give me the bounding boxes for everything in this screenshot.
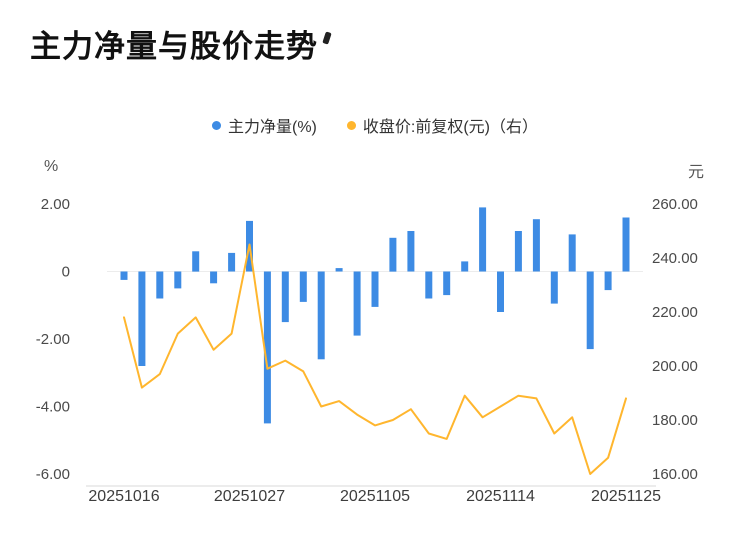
left-axis-tick: -4.00	[36, 399, 70, 416]
main-net-volume-bar[interactable]	[389, 237, 397, 272]
main-net-volume-bar[interactable]	[174, 271, 182, 289]
main-net-volume-bar[interactable]	[586, 271, 594, 350]
main-net-volume-bar[interactable]	[299, 271, 307, 303]
left-axis-tick: -6.00	[36, 466, 70, 483]
chart-plot[interactable]: 2.00 0 -2.00 -4.00 -6.00 260.00 240.00 220.00 20…	[0, 149, 750, 549]
main-net-volume-bar[interactable]	[461, 261, 469, 272]
main-net-volume-bar[interactable]	[604, 271, 612, 291]
right-axis-unit: 元	[687, 164, 704, 181]
right-axis-tick: 160.00	[652, 466, 698, 483]
left-axis-unit: %	[44, 158, 59, 175]
right-axis-tick: 180.00	[652, 412, 698, 429]
main-net-volume-bar[interactable]	[120, 271, 128, 281]
right-axis-tick: 200.00	[652, 358, 698, 375]
main-net-volume-bar[interactable]	[353, 271, 361, 336]
main-net-volume-bar[interactable]	[371, 271, 379, 308]
main-net-volume-bar[interactable]	[138, 271, 146, 367]
main-net-volume-bar[interactable]	[281, 271, 289, 323]
main-net-volume-bar[interactable]	[192, 251, 200, 272]
main-net-volume-bar[interactable]	[156, 271, 164, 299]
main-net-volume-bar[interactable]	[497, 271, 504, 313]
left-axis-tick: -2.00	[36, 331, 70, 348]
right-axis-tick: 220.00	[652, 304, 698, 321]
main-net-volume-bar[interactable]	[228, 253, 236, 272]
legend-dot-yellow-icon	[346, 120, 356, 130]
main-net-volume-bar[interactable]	[263, 271, 271, 424]
close-price-line	[123, 243, 627, 476]
x-axis-tick: 20251016	[88, 488, 159, 505]
left-axis-tick: 2.00	[41, 196, 70, 213]
x-axis-tick: 20251114	[466, 488, 535, 505]
main-net-volume-bar[interactable]	[443, 271, 451, 296]
legend-item-main-net-volume[interactable]: 主力净量(%)	[212, 113, 317, 137]
page-title: 主力净量与股价走势	[30, 29, 318, 64]
main-net-volume-bar[interactable]	[568, 234, 576, 272]
left-axis-tick: 0	[62, 264, 70, 281]
main-net-volume-bar[interactable]	[425, 271, 433, 299]
title-marker-icon	[322, 31, 332, 45]
right-axis-tick: 260.00	[652, 196, 698, 213]
main-net-volume-bar[interactable]	[514, 231, 522, 272]
main-net-volume-bar[interactable]	[210, 271, 218, 284]
x-axis-tick: 20251105	[340, 488, 410, 505]
legend-item-close-price[interactable]: 收盘价:前复权(元)（右）	[346, 113, 538, 137]
legend: 主力净量(%) 收盘价:前复权(元)（右）	[0, 113, 750, 137]
right-axis-tick: 240.00	[652, 250, 698, 267]
x-axis-tick: 20251027	[214, 488, 285, 505]
main-net-volume-bar[interactable]	[622, 217, 630, 272]
main-net-volume-bar[interactable]	[317, 271, 325, 360]
main-net-volume-bar[interactable]	[407, 231, 415, 272]
main-net-volume-bar[interactable]	[479, 207, 487, 272]
main-net-volume-bar[interactable]	[532, 219, 540, 272]
legend-dot-blue-icon	[212, 120, 221, 130]
main-net-volume-bar[interactable]	[550, 271, 558, 304]
legend-label-main-net-volume: 主力净量(%)	[228, 119, 317, 137]
legend-label-close-price: 收盘价:前复权(元)（右）	[362, 119, 538, 137]
title-row: 主力净量与股价走势	[30, 28, 750, 65]
x-axis-tick: 20251125	[591, 488, 661, 505]
main-net-volume-bar[interactable]	[335, 268, 343, 272]
